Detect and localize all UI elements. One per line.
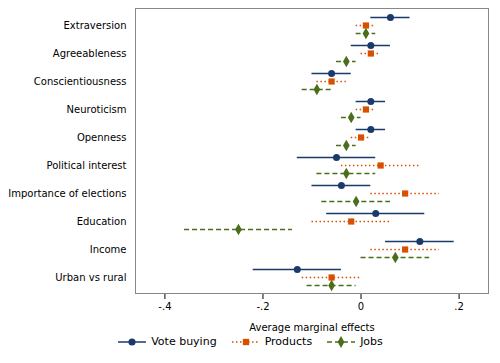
svg-text:Agreeableness: Agreeableness	[53, 48, 127, 59]
svg-text:Neuroticism: Neuroticism	[67, 104, 127, 115]
html-text:Vote buying: Vote buying	[151, 335, 217, 348]
svg-text:Average marginal effects: Average marginal effects	[249, 322, 374, 333]
svg-text:Income: Income	[90, 244, 127, 255]
svg-text:Political interest: Political interest	[47, 160, 127, 171]
svg-text:0: 0	[358, 301, 364, 312]
svg-text:Education: Education	[77, 216, 127, 227]
html-text:Jobs: Jobs	[360, 335, 383, 348]
svg-text:Extraversion: Extraversion	[63, 20, 126, 31]
svg-text:-.4: -.4	[158, 301, 171, 312]
svg-text:.2: .2	[454, 301, 464, 312]
svg-text:Importance of elections: Importance of elections	[8, 188, 126, 199]
svg-text:Conscientiousness: Conscientiousness	[34, 76, 127, 87]
svg-text:Openness: Openness	[77, 132, 127, 143]
svg-text:Urban vs rural: Urban vs rural	[55, 272, 126, 283]
html-text:Products: Products	[264, 335, 313, 348]
svg-text:-.2: -.2	[256, 301, 269, 312]
